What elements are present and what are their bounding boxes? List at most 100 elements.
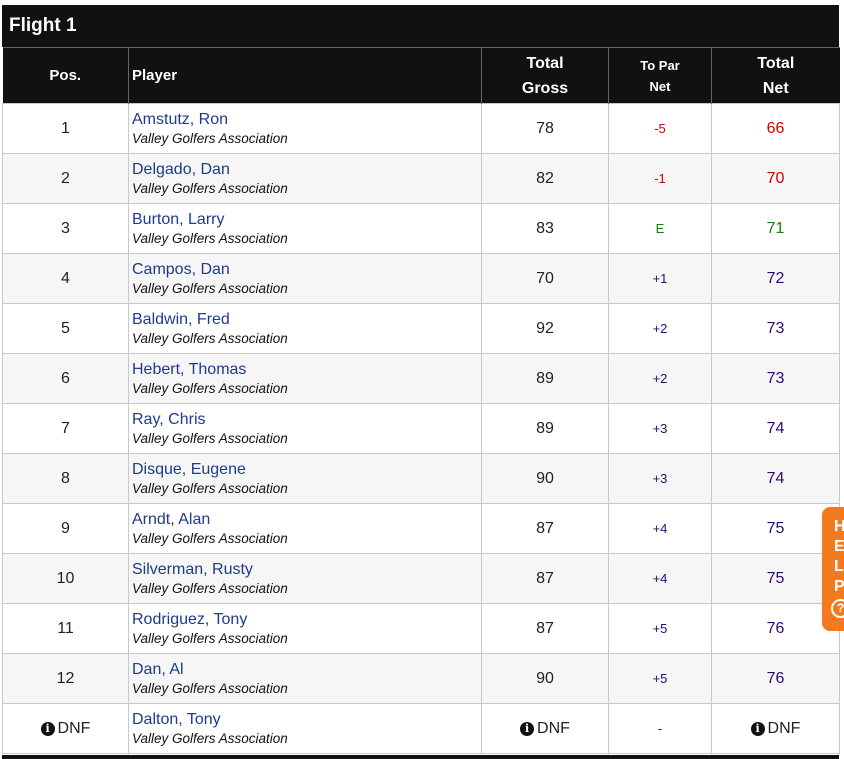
player-club: Valley Golfers Association bbox=[132, 430, 288, 446]
help-letter: H bbox=[834, 518, 844, 535]
total-net-value: 76 bbox=[766, 669, 785, 687]
help-tab-button[interactable]: H E L P? bbox=[822, 507, 844, 631]
position-cell: 9 bbox=[2, 503, 129, 554]
total-net-header-line2: Net bbox=[762, 79, 789, 97]
player-name-link[interactable]: Dalton, Tony bbox=[132, 710, 221, 728]
player-name-link[interactable]: Rodriguez, Tony bbox=[132, 610, 248, 628]
table-row: 2 Delgado, Dan Valley Golfers Association 8… bbox=[2, 153, 840, 204]
player-cell: Rodriguez, Tony Valley Golfers Associatio… bbox=[128, 603, 482, 654]
table-bottom-border bbox=[2, 755, 839, 759]
total-gross-value: 89 bbox=[536, 369, 554, 387]
to-par-net-cell: -5 bbox=[608, 103, 712, 154]
player-club: Valley Golfers Association bbox=[132, 330, 288, 346]
player-name-link[interactable]: Amstutz, Ron bbox=[132, 110, 229, 128]
player-cell: Arndt, Alan Valley Golfers Association bbox=[128, 503, 482, 554]
flight-title: Flight 1 bbox=[2, 5, 839, 47]
header-row: Pos. Player Total Gross To Par Net Total… bbox=[2, 47, 840, 104]
player-name-link[interactable]: Ray, Chris bbox=[132, 410, 206, 428]
total-gross-header-line1: Total bbox=[526, 54, 564, 72]
to-par-net-cell: +4 bbox=[608, 553, 712, 604]
total-gross-cell: 89 bbox=[481, 353, 609, 404]
position-cell: 7 bbox=[2, 403, 129, 454]
total-gross-value: 90 bbox=[536, 469, 554, 487]
to-par-net-cell: +5 bbox=[608, 653, 712, 704]
pos-header[interactable]: Pos. bbox=[2, 47, 129, 104]
player-club: Valley Golfers Association bbox=[132, 280, 288, 296]
table-row: 9 Arndt, Alan Valley Golfers Association 87… bbox=[2, 503, 840, 554]
player-club: Valley Golfers Association bbox=[132, 580, 288, 596]
table-row: 1 Amstutz, Ron Valley Golfers Association 7… bbox=[2, 103, 840, 154]
help-letter: P bbox=[834, 578, 844, 595]
position-cell: i DNF bbox=[2, 703, 129, 754]
player-cell: Disque, Eugene Valley Golfers Association bbox=[128, 453, 482, 504]
total-gross-value: 83 bbox=[536, 219, 554, 237]
table-row: i DNF Dalton, Tony Valley Golfers Associati… bbox=[2, 703, 840, 754]
position-cell: 1 bbox=[2, 103, 129, 154]
help-letter: L bbox=[834, 558, 844, 575]
to-par-net-cell: +3 bbox=[608, 453, 712, 504]
player-club: Valley Golfers Association bbox=[132, 630, 288, 646]
player-name-link[interactable]: Campos, Dan bbox=[132, 260, 230, 278]
player-cell: Hebert, Thomas Valley Golfers Association bbox=[128, 353, 482, 404]
player-name-link[interactable]: Hebert, Thomas bbox=[132, 360, 247, 378]
total-gross-cell: 90 bbox=[481, 653, 609, 704]
to-par-net-cell: +5 bbox=[608, 603, 712, 654]
player-name-link[interactable]: Disque, Eugene bbox=[132, 460, 246, 478]
total-gross-value: 87 bbox=[536, 619, 554, 637]
position-cell: 4 bbox=[2, 253, 129, 304]
player-name-link[interactable]: Silverman, Rusty bbox=[132, 560, 253, 578]
total-gross-cell: 87 bbox=[481, 603, 609, 654]
position-value: DNF bbox=[57, 719, 91, 737]
player-cell: Delgado, Dan Valley Golfers Association bbox=[128, 153, 482, 204]
total-gross-cell: 90 bbox=[481, 453, 609, 504]
total-gross-cell: 87 bbox=[481, 503, 609, 554]
player-name-link[interactable]: Burton, Larry bbox=[132, 210, 225, 228]
table-row: 12 Dan, Al Valley Golfers Association 90 +5 7… bbox=[2, 653, 840, 704]
info-circle-icon[interactable]: i bbox=[750, 721, 765, 736]
position-cell: 5 bbox=[2, 303, 129, 354]
player-name-link[interactable]: Baldwin, Fred bbox=[132, 310, 230, 328]
player-cell: Burton, Larry Valley Golfers Association bbox=[128, 203, 482, 254]
total-gross-header[interactable]: Total Gross bbox=[481, 47, 609, 104]
total-net-cell: 75 bbox=[711, 503, 840, 554]
to-par-net-header-line2: Net bbox=[649, 78, 671, 94]
total-gross-cell: 82 bbox=[481, 153, 609, 204]
total-net-cell: 66 bbox=[711, 103, 840, 154]
player-name-link[interactable]: Arndt, Alan bbox=[132, 510, 211, 528]
player-header[interactable]: Player bbox=[128, 47, 482, 104]
position-cell: 2 bbox=[2, 153, 129, 204]
position-value: 2 bbox=[61, 169, 70, 187]
position-value: 10 bbox=[56, 569, 75, 587]
total-gross-value: DNF bbox=[537, 719, 570, 737]
player-name-link[interactable]: Delgado, Dan bbox=[132, 160, 230, 178]
info-circle-icon[interactable]: i bbox=[520, 721, 535, 736]
player-club: Valley Golfers Association bbox=[132, 380, 288, 396]
total-net-value: 73 bbox=[766, 369, 785, 387]
table-row: 7 Ray, Chris Valley Golfers Association 89 +… bbox=[2, 403, 840, 454]
table-row: 5 Baldwin, Fred Valley Golfers Association… bbox=[2, 303, 840, 354]
player-club: Valley Golfers Association bbox=[132, 180, 288, 196]
total-net-value: 75 bbox=[766, 569, 785, 587]
total-net-header[interactable]: Total Net bbox=[711, 47, 840, 104]
total-gross-value: 89 bbox=[536, 419, 554, 437]
total-net-value: 76 bbox=[766, 619, 785, 637]
total-net-cell: 74 bbox=[711, 403, 840, 454]
info-circle-icon[interactable]: i bbox=[40, 721, 55, 736]
to-par-net-header[interactable]: To Par Net bbox=[608, 47, 712, 104]
position-value: 1 bbox=[61, 119, 70, 137]
player-cell: Silverman, Rusty Valley Golfers Associati… bbox=[128, 553, 482, 604]
position-cell: 3 bbox=[2, 203, 129, 254]
total-gross-value: 92 bbox=[536, 319, 554, 337]
question-circle-icon: ? bbox=[831, 599, 844, 618]
total-net-cell: 74 bbox=[711, 453, 840, 504]
total-gross-cell: 70 bbox=[481, 253, 609, 304]
help-letter: E bbox=[834, 538, 844, 555]
position-value: 11 bbox=[57, 619, 74, 637]
player-cell: Dan, Al Valley Golfers Association bbox=[128, 653, 482, 704]
total-net-value: 72 bbox=[766, 269, 785, 287]
player-name-link[interactable]: Dan, Al bbox=[132, 660, 184, 678]
total-net-cell: 73 bbox=[711, 353, 840, 404]
table-row: 10 Silverman, Rusty Valley Golfers Associa… bbox=[2, 553, 840, 604]
position-value: 5 bbox=[61, 319, 70, 337]
position-value: 6 bbox=[61, 369, 70, 387]
